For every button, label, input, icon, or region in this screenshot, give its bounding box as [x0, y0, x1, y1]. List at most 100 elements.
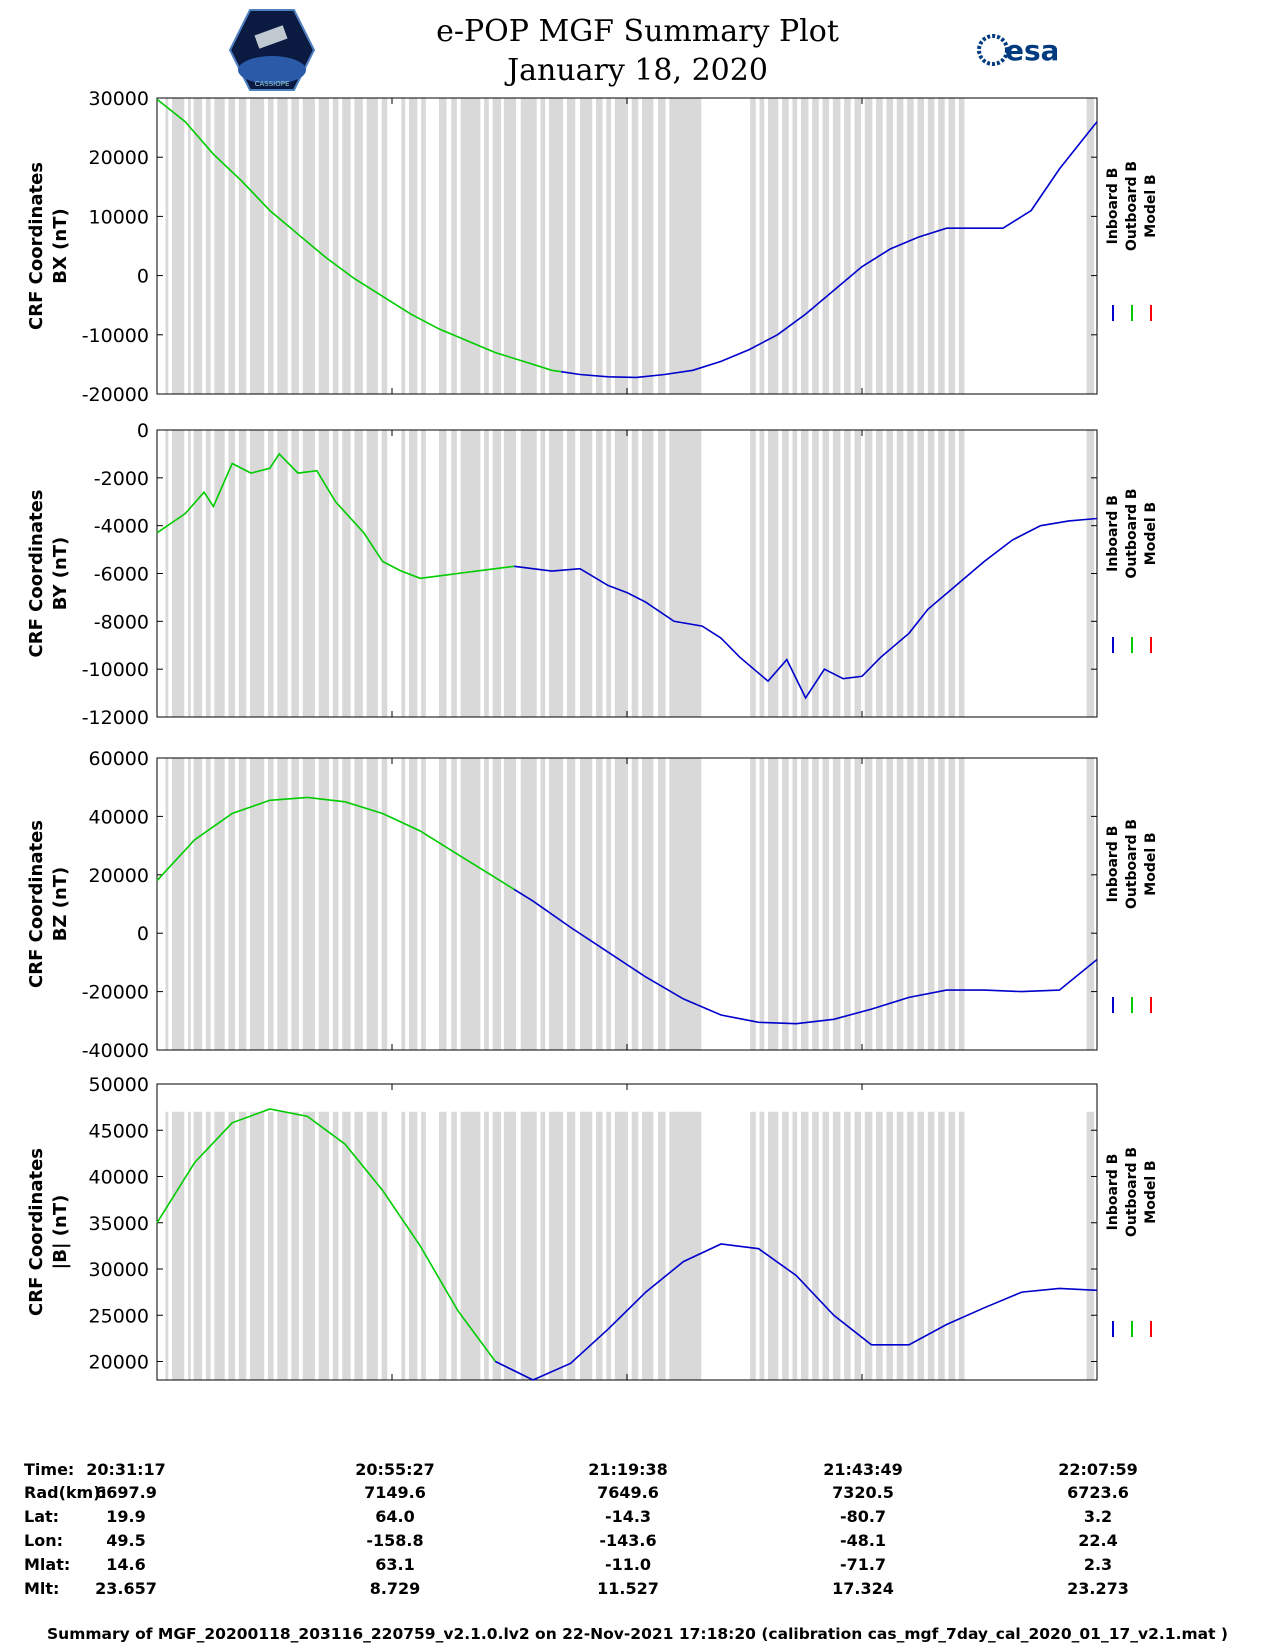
data-gap-band — [854, 98, 862, 394]
legend-label: Model B — [1143, 1160, 1159, 1223]
data-gap-band — [318, 758, 330, 1050]
data-gap-band — [318, 430, 330, 717]
data-gap-band — [566, 430, 576, 717]
data-gap-band — [606, 758, 612, 1050]
data-gap-band — [832, 430, 841, 717]
y-tick-label: 20000 — [89, 865, 149, 887]
data-gap-band — [876, 758, 883, 1050]
info-value: -11.0 — [604, 1555, 652, 1574]
data-gap-band — [580, 98, 593, 394]
data-gap-band — [595, 430, 603, 717]
info-value: 49.5 — [106, 1531, 146, 1550]
data-gap-band — [540, 98, 546, 394]
data-gap-band — [439, 98, 447, 394]
satellite-mission-patch-icon — [254, 25, 288, 49]
data-gap-band — [250, 758, 265, 1050]
data-gap-band — [822, 758, 830, 1050]
data-gap-band — [548, 430, 564, 717]
data-gap-band — [277, 1111, 288, 1380]
data-gap-band — [238, 98, 247, 394]
data-gap-band — [822, 98, 830, 394]
data-gap-band — [267, 430, 274, 717]
data-gap-band — [948, 430, 956, 717]
info-value: 11.527 — [597, 1579, 659, 1598]
data-gap-band — [484, 430, 489, 717]
y-tick-label: 30000 — [89, 1259, 149, 1281]
y-axis-unit-label: BY (nT) — [50, 537, 71, 611]
data-gap-band — [172, 98, 185, 394]
data-gap-band — [214, 758, 225, 1050]
data-gap-band — [658, 1111, 666, 1380]
data-gap-band — [381, 758, 388, 1050]
data-gap-band — [188, 430, 191, 717]
y-tick-label: 60000 — [89, 748, 149, 770]
data-gap-band — [165, 430, 169, 717]
data-gap-band — [631, 1111, 639, 1380]
data-gap-band — [342, 758, 351, 1050]
data-gap-band — [812, 758, 819, 1050]
data-gap-band — [669, 430, 702, 717]
data-gap-band — [669, 98, 702, 394]
outboard-b-line — [156, 98, 562, 373]
inboard-b-line — [495, 1243, 1098, 1381]
data-gap-band — [250, 98, 265, 394]
data-gap-band — [193, 758, 203, 1050]
data-gap-band — [844, 758, 851, 1050]
data-gap-band — [886, 98, 894, 394]
data-gap-band — [958, 758, 965, 1050]
data-gap-band — [854, 758, 862, 1050]
data-gap-band — [800, 758, 809, 1050]
data-gap-band — [205, 430, 211, 717]
data-gap-band — [759, 758, 765, 1050]
data-gap-band — [1086, 758, 1095, 1050]
data-gap-band — [193, 98, 203, 394]
data-gap-band — [214, 98, 225, 394]
data-gap-band — [606, 430, 612, 717]
data-gap-band — [642, 430, 654, 717]
data-gap-band — [332, 98, 339, 394]
data-gap-band — [606, 1111, 612, 1380]
data-gap-band — [792, 1111, 798, 1380]
data-gap-band — [188, 1111, 191, 1380]
data-gap-band — [566, 98, 576, 394]
data-gap-band — [451, 98, 457, 394]
data-gap-band — [896, 758, 904, 1050]
data-gap-band — [460, 430, 481, 717]
data-gap-band — [267, 1111, 274, 1380]
data-gap-band — [896, 430, 904, 717]
legend-label: Outboard B — [1124, 819, 1140, 909]
data-gap-band — [876, 430, 883, 717]
info-value: -158.8 — [366, 1531, 424, 1550]
data-gap-band — [768, 430, 779, 717]
data-gap-band — [642, 758, 654, 1050]
data-gap-band — [792, 430, 798, 717]
data-gap-band — [302, 98, 315, 394]
data-gap-band — [165, 1111, 169, 1380]
data-gap-band — [492, 98, 502, 394]
data-gap-band — [927, 1111, 935, 1380]
y-tick-label: -10000 — [82, 659, 149, 681]
plot-title: e-POP MGF Summary Plot — [436, 14, 839, 49]
y-axis-unit-label: |B| (nT) — [50, 1195, 71, 1270]
data-gap-band — [238, 430, 247, 717]
legend-label: Model B — [1143, 174, 1159, 237]
data-gap-band — [228, 430, 236, 717]
y-tick-label: -12000 — [82, 707, 149, 729]
data-gap-band — [886, 758, 894, 1050]
data-gap-band — [896, 1111, 904, 1380]
data-gap-band — [401, 430, 406, 717]
data-gap-band — [548, 758, 564, 1050]
data-gap-band — [302, 430, 315, 717]
data-gap-band — [439, 1111, 447, 1380]
data-gap-band — [332, 1111, 339, 1380]
footer-caption: Summary of MGF_20200118_203116_220759_v2… — [47, 1625, 1228, 1643]
data-gap-band — [886, 1111, 894, 1380]
data-gap-band — [832, 98, 841, 394]
y-tick-label: -20000 — [82, 982, 149, 1004]
data-gap-band — [614, 758, 628, 1050]
data-gap-band — [401, 758, 406, 1050]
data-gap-band — [520, 98, 537, 394]
data-gap-band — [460, 758, 481, 1050]
y-tick-label: 40000 — [89, 806, 149, 828]
data-gap-band — [812, 98, 819, 394]
